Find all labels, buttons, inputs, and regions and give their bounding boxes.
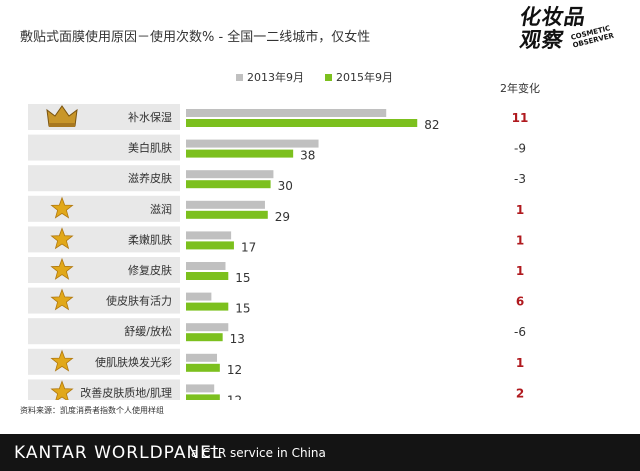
category-label: 滋养皮肤 <box>128 171 172 185</box>
source-note: 资料来源：凯度消费者指数个人使用样组 <box>20 406 164 415</box>
bar-2013 <box>186 323 229 332</box>
bar-2015 <box>186 149 294 158</box>
change-value: -3 <box>514 172 526 186</box>
change-value: 1 <box>516 264 524 278</box>
category-label: 使肌肤焕发光彩 <box>95 355 172 369</box>
row-band <box>28 165 180 192</box>
category-label: 改善皮肤质地/肌理 <box>80 385 172 399</box>
bar-2015 <box>186 302 229 311</box>
row-band <box>28 287 180 314</box>
crown-icon <box>46 105 78 127</box>
data-label: 30 <box>278 179 293 193</box>
star-icon <box>50 349 74 372</box>
bar-2015 <box>186 363 220 372</box>
bar-2013 <box>186 200 265 209</box>
change-header: 2年变化 <box>500 81 540 95</box>
bar-2015 <box>186 272 229 280</box>
data-label: 82 <box>424 118 439 132</box>
category-label: 补水保湿 <box>128 110 172 124</box>
row-band <box>28 318 180 345</box>
category-label: 使皮肤有活力 <box>106 294 172 308</box>
bar-2013 <box>186 170 274 179</box>
footer-brand: KANTAR WORLDPANEL <box>14 443 223 463</box>
star-icon <box>50 380 74 400</box>
data-label: 15 <box>235 271 250 285</box>
legend-swatch <box>236 74 243 81</box>
change-value: 11 <box>512 111 529 125</box>
bar-2013 <box>186 231 232 240</box>
legend-label: 2015年9月 <box>336 70 393 84</box>
star-icon <box>50 196 74 219</box>
change-value: 1 <box>516 356 524 370</box>
bar-2013 <box>186 384 215 393</box>
bar-2013 <box>186 109 387 117</box>
category-label: 美白肌肤 <box>128 141 172 155</box>
change-value: 2 <box>516 386 524 400</box>
bar-2015 <box>186 210 268 219</box>
data-label: 12 <box>227 363 242 377</box>
bar-2015 <box>186 119 418 127</box>
row-band <box>28 226 180 253</box>
change-value: -6 <box>514 325 526 339</box>
star-icon <box>50 227 74 250</box>
row-band <box>28 134 180 161</box>
data-label: 13 <box>230 332 245 346</box>
category-label: 修复皮肤 <box>128 263 172 277</box>
category-label: 舒缓/放松 <box>124 324 172 338</box>
bar-2015 <box>186 394 220 400</box>
data-label: 17 <box>241 240 256 254</box>
bar-2013 <box>186 262 226 270</box>
bar-2013 <box>186 139 319 148</box>
data-label: 15 <box>235 302 250 316</box>
change-value: 1 <box>516 203 524 217</box>
star-icon <box>50 288 74 311</box>
footer-bar: KANTAR WORLDPANEL a CTR service in China <box>0 434 640 471</box>
bar-2013 <box>186 353 218 362</box>
legend-swatch <box>325 74 332 81</box>
bar-2015 <box>186 180 271 189</box>
row-band <box>28 195 180 222</box>
bar-2015 <box>186 333 223 342</box>
bar-2013 <box>186 292 212 301</box>
bar-2015 <box>186 241 234 250</box>
chart-title: 敷贴式面膜使用原因－使用次数% - 全国一二线城市，仅女性 <box>20 30 371 45</box>
row-band <box>28 257 180 283</box>
star-icon <box>50 257 74 280</box>
change-value: 1 <box>516 233 524 247</box>
category-label: 柔嫩肌肤 <box>128 232 172 246</box>
row-band <box>28 348 180 375</box>
change-value: 6 <box>516 295 524 309</box>
change-value: -9 <box>514 142 526 156</box>
data-label: 38 <box>300 149 315 163</box>
legend-label: 2013年9月 <box>247 70 304 84</box>
crown-icon-base <box>49 123 75 127</box>
category-label: 滋润 <box>150 202 172 216</box>
data-label: 12 <box>227 393 242 400</box>
data-label: 29 <box>275 210 290 224</box>
footer-tagline: a CTR service in China <box>191 446 326 460</box>
